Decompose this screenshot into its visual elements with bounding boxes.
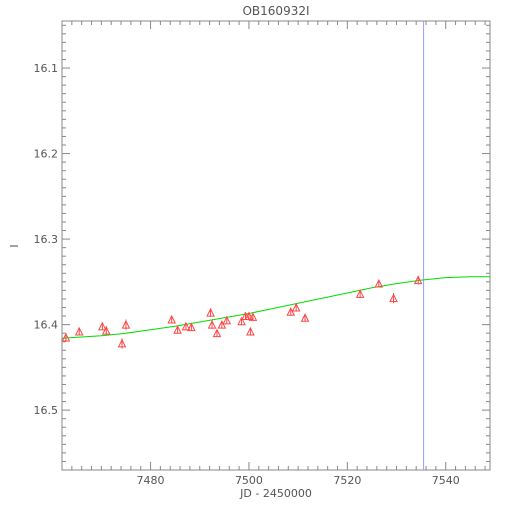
data-point <box>217 319 227 329</box>
axis-ticks <box>61 21 490 471</box>
data-point <box>355 289 365 299</box>
data-point <box>237 316 246 326</box>
data-point <box>374 278 384 288</box>
triangle-marker <box>286 307 296 316</box>
triangle-marker <box>291 302 301 312</box>
x-tick-label: 7540 <box>432 474 460 487</box>
triangle-marker <box>355 289 365 298</box>
data-point <box>212 328 222 338</box>
y-tick-label: 16.3 <box>34 233 59 246</box>
triangle-marker <box>173 325 182 334</box>
triangle-marker <box>246 326 255 336</box>
triangle-marker <box>61 332 71 342</box>
triangle-marker <box>248 312 258 321</box>
data-point <box>167 314 177 324</box>
data-point <box>246 326 255 336</box>
triangle-marker <box>212 328 222 338</box>
y-tick-label: 16.4 <box>34 319 59 332</box>
chart-title: OB160932I <box>242 4 309 18</box>
data-point <box>291 302 301 312</box>
x-axis-label: JD - 2450000 <box>239 487 312 500</box>
data-point <box>121 319 131 330</box>
triangle-marker <box>181 321 191 331</box>
data-point <box>101 325 111 335</box>
triangle-marker <box>374 278 384 288</box>
triangle-marker <box>101 325 111 335</box>
triangle-marker <box>217 319 227 329</box>
triangle-marker <box>187 322 196 332</box>
y-tick-label: 16.5 <box>34 404 59 417</box>
data-point <box>61 332 71 342</box>
data-point <box>187 322 196 332</box>
data-point <box>244 311 254 321</box>
y-axis-label: I <box>8 244 21 247</box>
data-point <box>206 308 215 317</box>
data-point <box>286 307 296 316</box>
triangle-marker <box>98 321 107 331</box>
data-point <box>173 325 182 334</box>
triangle-marker <box>207 319 217 329</box>
data-point <box>248 312 258 321</box>
data-point <box>181 321 191 331</box>
data-point <box>117 338 127 349</box>
data-point <box>389 292 398 304</box>
triangle-marker <box>244 311 254 321</box>
triangle-marker <box>222 315 232 325</box>
triangle-marker <box>117 338 127 348</box>
triangle-marker <box>121 319 131 329</box>
model-curve <box>61 276 490 339</box>
y-tick-label: 16.2 <box>34 148 59 161</box>
data-points <box>61 275 423 349</box>
data-point <box>74 326 84 336</box>
data-point <box>207 319 217 329</box>
x-tick-label: 7520 <box>333 474 361 487</box>
triangle-marker <box>413 275 423 285</box>
x-tick-label: 7500 <box>235 474 263 487</box>
triangle-marker <box>206 308 215 317</box>
x-tick-label: 7480 <box>137 474 165 487</box>
triangle-marker <box>74 326 84 336</box>
data-point <box>222 315 232 325</box>
y-tick-label: 16.1 <box>34 62 59 75</box>
data-point <box>300 313 310 322</box>
axis-tick-labels: 7480 7500 7520 7540 16.1 16.2 16.3 16.4 16.5 <box>34 62 460 487</box>
triangle-marker <box>167 314 177 324</box>
triangle-marker <box>389 293 398 303</box>
plot-frame <box>61 20 491 471</box>
triangle-marker <box>237 316 246 326</box>
data-point <box>413 275 423 285</box>
data-point <box>98 321 107 331</box>
triangle-marker <box>300 313 310 322</box>
